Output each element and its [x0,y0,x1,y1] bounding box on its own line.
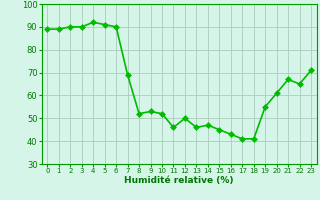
X-axis label: Humidité relative (%): Humidité relative (%) [124,176,234,185]
